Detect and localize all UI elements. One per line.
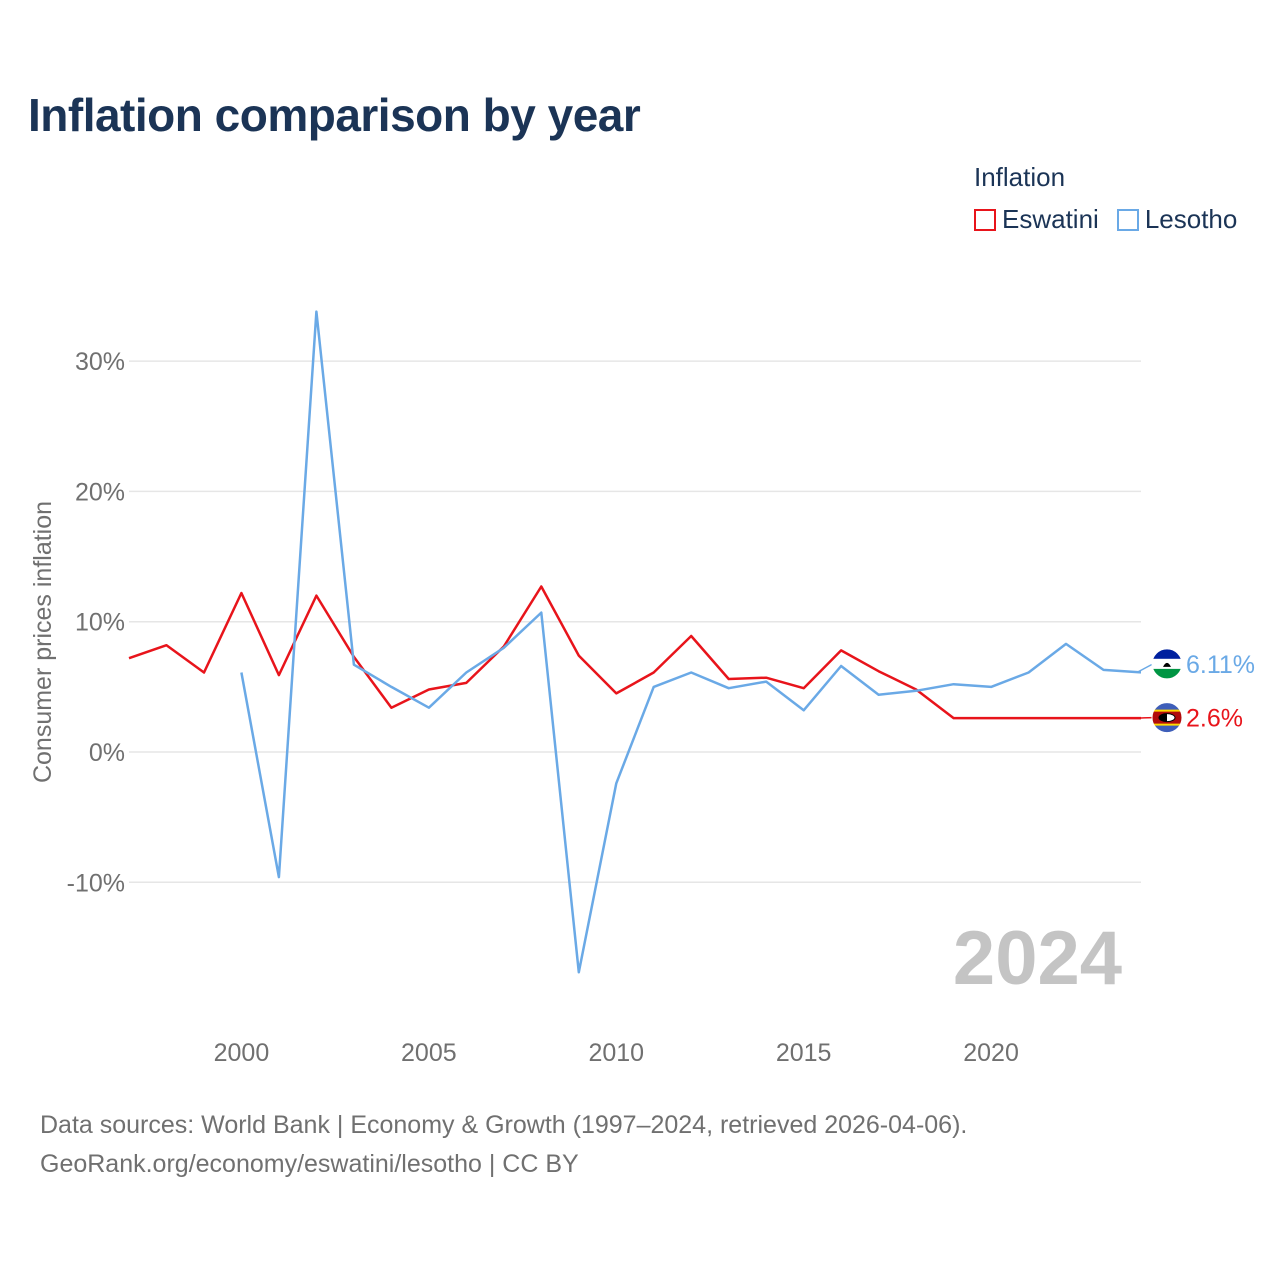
- x-tick-label: 2015: [776, 1039, 832, 1067]
- y-axis-ticks: -10% 0% 10% 20% 30%: [67, 348, 125, 897]
- y-tick-label: 10%: [75, 609, 125, 637]
- y-tick-label: -10%: [67, 869, 125, 897]
- end-label-eswatini: 2.6%: [1186, 705, 1243, 733]
- chart-title: Inflation comparison by year: [28, 89, 641, 141]
- x-tick-label: 2010: [588, 1039, 644, 1067]
- eswatini-flag-icon: [1152, 702, 1182, 733]
- end-label-lesotho: 6.11%: [1186, 651, 1255, 679]
- y-tick-label: 0%: [89, 739, 125, 767]
- legend-label-eswatini: Eswatini: [1002, 204, 1099, 234]
- legend: Eswatini Lesotho: [974, 204, 1237, 235]
- x-tick-label: 2000: [214, 1039, 270, 1067]
- legend-item-lesotho[interactable]: Lesotho: [1116, 204, 1238, 235]
- y-axis-label: Consumer prices inflation: [29, 501, 57, 783]
- footer: Data sources: World Bank | Economy & Gro…: [40, 1106, 967, 1184]
- legend-swatch-lesotho: [1116, 208, 1139, 231]
- legend-title: Inflation: [974, 162, 1066, 192]
- line-chart: -10% 0% 10% 20% 30% 2000 2005 2010 2015 2020 Con…: [29, 310, 1255, 1067]
- footer-source: Data sources: World Bank | Economy & Gro…: [40, 1111, 968, 1139]
- end-connector: [1136, 663, 1154, 674]
- series-lines: [128, 310, 1142, 974]
- end-marker-eswatini: 2.6%: [1136, 702, 1243, 734]
- x-axis-ticks: 2000 2005 2010 2015 2020: [214, 1039, 1019, 1067]
- end-marker-lesotho: 6.11%: [1136, 648, 1255, 680]
- legend-item-eswatini[interactable]: Eswatini: [974, 204, 1099, 235]
- y-tick-label: 20%: [75, 478, 125, 506]
- grid-lines: [129, 360, 1141, 884]
- y-tick-label: 30%: [75, 348, 125, 376]
- end-labels: 2.6% 6.11%: [1136, 648, 1255, 734]
- lesotho-flag-icon: [1152, 648, 1182, 679]
- series-line-lesotho: [240, 310, 1142, 974]
- legend-label-lesotho: Lesotho: [1144, 204, 1238, 234]
- x-tick-label: 2020: [963, 1039, 1019, 1067]
- legend-swatch-eswatini: [974, 208, 996, 231]
- footer-link[interactable]: GeoRank.org/economy/eswatini/lesotho | C…: [40, 1150, 579, 1178]
- series-line-eswatini: [128, 585, 1141, 720]
- year-watermark: 2024: [953, 916, 1122, 1001]
- x-tick-label: 2005: [401, 1039, 457, 1067]
- end-connector: [1136, 716, 1154, 719]
